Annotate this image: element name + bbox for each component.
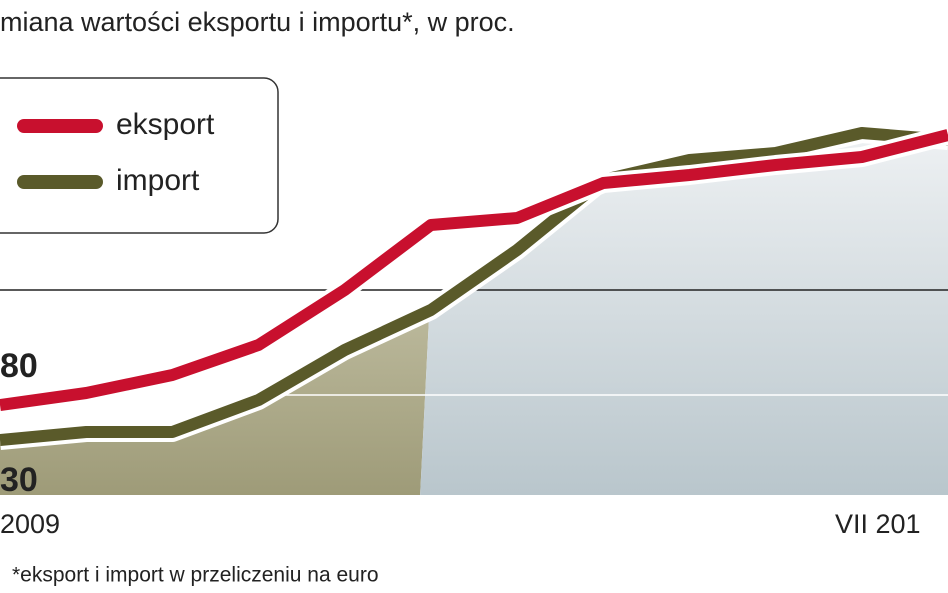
x-label: 2009: [0, 509, 60, 539]
x-label: VII 201: [835, 509, 921, 539]
series-line: [0, 127, 948, 446]
legend-label: import: [116, 164, 200, 197]
area-right: [420, 133, 948, 495]
annotation: 30: [0, 461, 38, 499]
legend-label: eksport: [116, 108, 215, 141]
series-line: [0, 129, 948, 411]
footnote: *eksport i import w przeliczeniu na euro: [12, 564, 379, 587]
lines: [0, 123, 948, 450]
legend-box: [0, 77, 279, 234]
chart-title: miana wartości eksportu i importu*, w pr…: [0, 7, 515, 37]
areas: [0, 133, 948, 495]
legend: eksport import: [17, 108, 215, 197]
annotation: 80: [0, 347, 38, 385]
